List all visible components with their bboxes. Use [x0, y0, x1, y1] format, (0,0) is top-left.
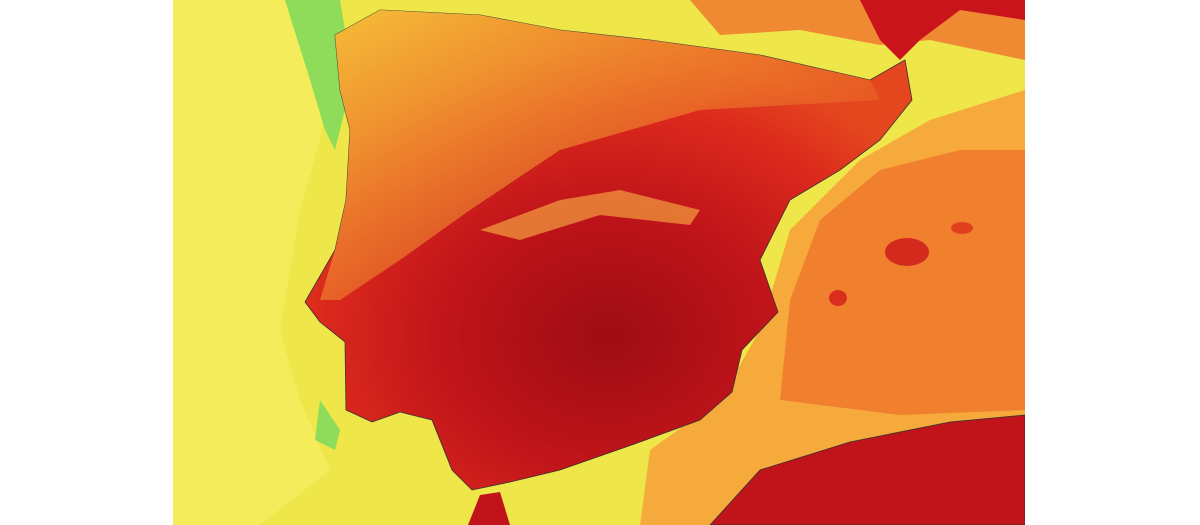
- north-cooler: [320, 10, 880, 300]
- sea-hot: [780, 150, 1025, 415]
- atlantic: [173, 0, 330, 525]
- mountains: [480, 190, 700, 240]
- ibiza: [829, 290, 847, 306]
- cool-patch: [285, 0, 350, 150]
- cool-patch: [315, 400, 340, 450]
- map-area: [173, 0, 1025, 525]
- africa: [709, 414, 1025, 525]
- menorca: [951, 222, 973, 234]
- mallorca: [885, 238, 929, 266]
- africa-west: [468, 492, 510, 525]
- france-hot: [860, 0, 1025, 60]
